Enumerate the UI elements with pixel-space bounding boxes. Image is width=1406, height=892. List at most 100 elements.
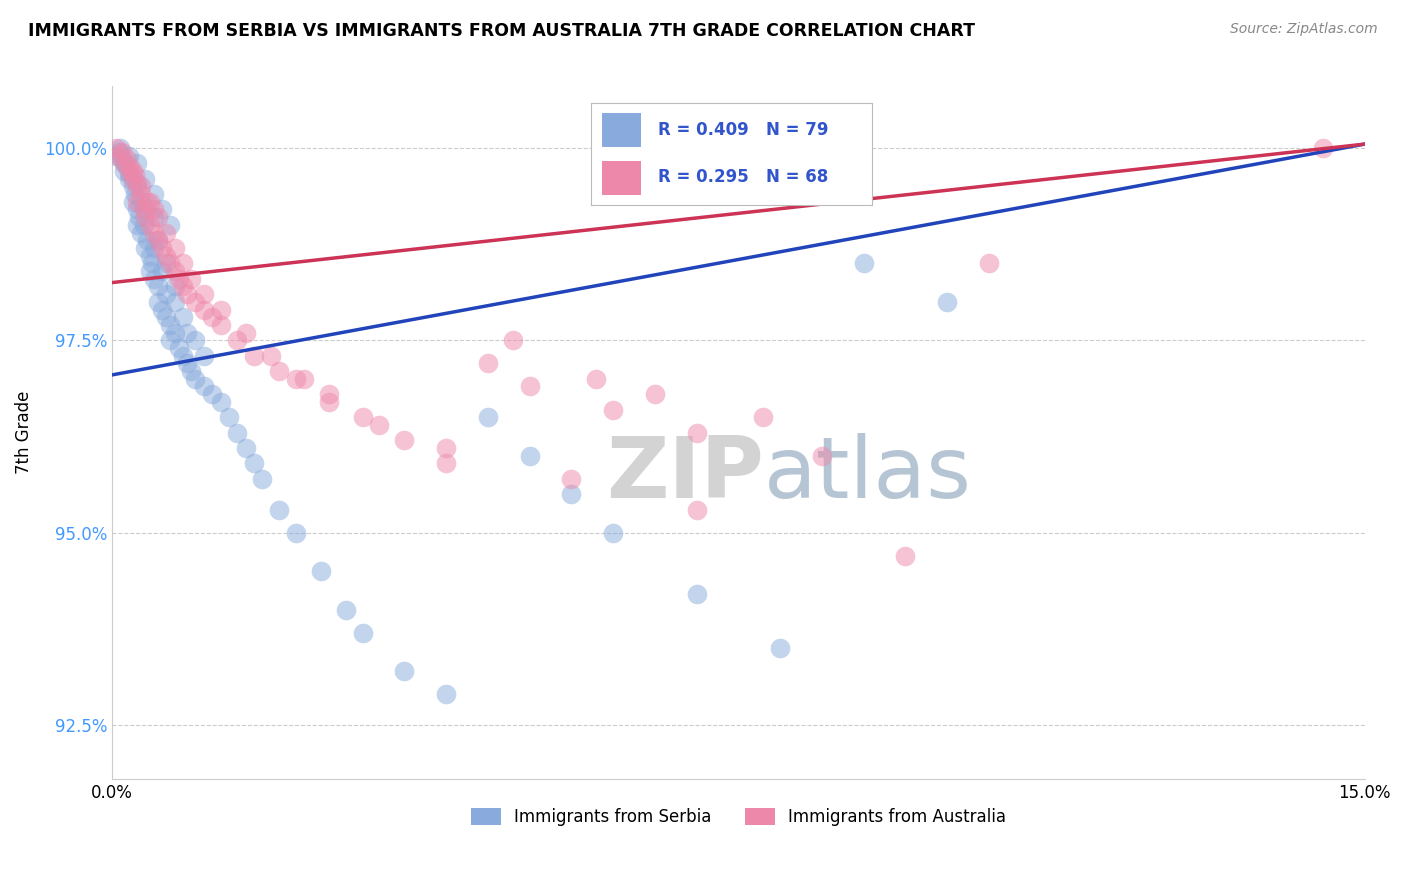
Point bbox=[477, 410, 499, 425]
Point bbox=[226, 425, 249, 440]
Text: R = 0.295   N = 68: R = 0.295 N = 68 bbox=[658, 168, 828, 186]
Point bbox=[114, 156, 136, 170]
Point bbox=[811, 449, 834, 463]
Point bbox=[167, 271, 190, 285]
Point bbox=[125, 218, 148, 232]
Point bbox=[977, 256, 1000, 270]
Point bbox=[560, 472, 582, 486]
Point bbox=[134, 210, 156, 224]
Point bbox=[118, 164, 141, 178]
Point bbox=[125, 194, 148, 209]
Point bbox=[267, 502, 290, 516]
Point bbox=[260, 349, 283, 363]
Point bbox=[110, 141, 132, 155]
Point bbox=[129, 187, 152, 202]
Point bbox=[434, 457, 457, 471]
Point bbox=[172, 310, 194, 325]
Point bbox=[644, 387, 666, 401]
Point bbox=[118, 171, 141, 186]
Point bbox=[267, 364, 290, 378]
Point bbox=[243, 457, 266, 471]
Point bbox=[121, 179, 143, 194]
Point bbox=[936, 294, 959, 309]
Point bbox=[352, 625, 374, 640]
Point bbox=[114, 164, 136, 178]
Point bbox=[146, 233, 169, 247]
Point bbox=[193, 287, 215, 301]
Point bbox=[560, 487, 582, 501]
Point bbox=[111, 145, 134, 159]
Point bbox=[146, 279, 169, 293]
Point bbox=[134, 202, 156, 217]
Point bbox=[134, 241, 156, 255]
Point bbox=[121, 171, 143, 186]
Point bbox=[235, 441, 257, 455]
Point bbox=[138, 264, 160, 278]
Point bbox=[138, 194, 160, 209]
Point bbox=[252, 472, 274, 486]
Point bbox=[121, 194, 143, 209]
Text: Source: ZipAtlas.com: Source: ZipAtlas.com bbox=[1230, 22, 1378, 37]
Point bbox=[184, 372, 207, 386]
Point bbox=[894, 549, 917, 563]
Point bbox=[193, 302, 215, 317]
Point bbox=[159, 256, 181, 270]
Point bbox=[226, 333, 249, 347]
Point bbox=[142, 202, 165, 217]
Point bbox=[180, 364, 202, 378]
Point bbox=[141, 256, 163, 270]
Point bbox=[115, 160, 138, 174]
Point bbox=[172, 279, 194, 293]
Point bbox=[394, 434, 416, 448]
Point bbox=[146, 233, 169, 247]
Point bbox=[176, 326, 198, 340]
Point bbox=[159, 218, 181, 232]
Point bbox=[769, 641, 792, 656]
Point bbox=[134, 171, 156, 186]
Point bbox=[111, 153, 134, 167]
Point bbox=[685, 425, 707, 440]
Point bbox=[284, 372, 307, 386]
Bar bbox=[602, 112, 641, 146]
Point bbox=[243, 349, 266, 363]
Point bbox=[142, 210, 165, 224]
Point bbox=[180, 271, 202, 285]
Point bbox=[155, 226, 177, 240]
Point bbox=[176, 356, 198, 370]
Point bbox=[585, 372, 607, 386]
Point bbox=[146, 294, 169, 309]
Point bbox=[125, 179, 148, 194]
Point bbox=[163, 326, 186, 340]
Point bbox=[193, 379, 215, 393]
Point bbox=[136, 194, 159, 209]
Point bbox=[335, 602, 357, 616]
Y-axis label: 7th Grade: 7th Grade bbox=[15, 391, 32, 475]
Point bbox=[172, 349, 194, 363]
Point bbox=[107, 148, 129, 162]
Point bbox=[163, 241, 186, 255]
Point bbox=[120, 160, 142, 174]
Point bbox=[209, 302, 232, 317]
Point bbox=[142, 241, 165, 255]
Point bbox=[155, 249, 177, 263]
Point bbox=[142, 226, 165, 240]
Point bbox=[125, 176, 148, 190]
Point bbox=[124, 187, 146, 202]
Point bbox=[519, 449, 541, 463]
Point bbox=[184, 294, 207, 309]
Point bbox=[155, 287, 177, 301]
Text: R = 0.409   N = 79: R = 0.409 N = 79 bbox=[658, 120, 828, 139]
Point bbox=[129, 226, 152, 240]
Point bbox=[125, 202, 148, 217]
Point bbox=[519, 379, 541, 393]
Point bbox=[129, 194, 152, 209]
Point bbox=[602, 525, 624, 540]
Bar bbox=[602, 161, 641, 194]
Point bbox=[159, 318, 181, 332]
Point bbox=[434, 687, 457, 701]
Point bbox=[167, 341, 190, 355]
Point bbox=[201, 310, 224, 325]
Point bbox=[163, 264, 186, 278]
Point bbox=[115, 153, 138, 167]
Point bbox=[107, 145, 129, 159]
